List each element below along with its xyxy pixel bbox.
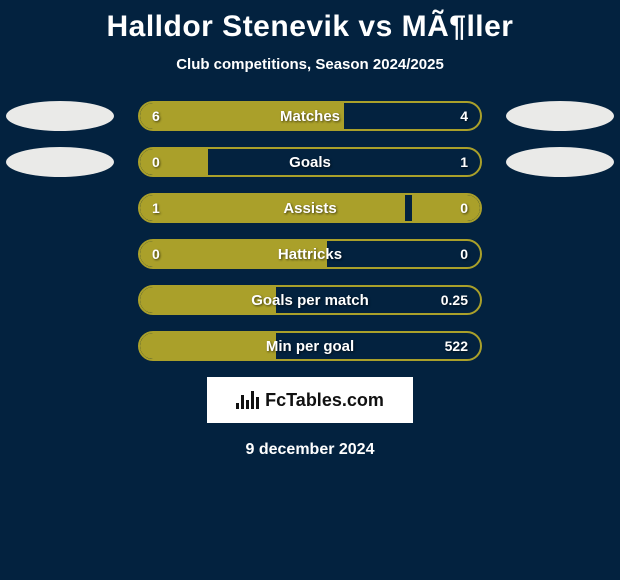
site-logo: FcTables.com xyxy=(236,390,384,411)
stat-row: 522Min per goal xyxy=(0,331,620,361)
stat-row: 00Hattricks xyxy=(0,239,620,269)
player-oval-right xyxy=(506,147,614,177)
stat-value-right: 0.25 xyxy=(441,287,468,313)
barchart-icon xyxy=(236,391,259,409)
logo-text: FcTables.com xyxy=(265,390,384,411)
player-oval-left xyxy=(6,101,114,131)
stat-row: 01Goals xyxy=(0,147,620,177)
stat-bar: 0.25Goals per match xyxy=(138,285,482,315)
stat-row: 10Assists xyxy=(0,193,620,223)
stat-value-right: 1 xyxy=(460,149,468,175)
stat-bar: 64Matches xyxy=(138,101,482,131)
stat-bar-fill-left xyxy=(140,103,344,129)
stat-value-right: 0 xyxy=(460,241,468,267)
stat-value-right: 4 xyxy=(460,103,468,129)
stat-value-right: 522 xyxy=(445,333,468,359)
date-text: 9 december 2024 xyxy=(0,441,620,459)
stat-bar: 522Min per goal xyxy=(138,331,482,361)
page-subtitle: Club competitions, Season 2024/2025 xyxy=(0,56,620,73)
stat-bar-fill-left xyxy=(140,241,327,267)
stat-bar: 01Goals xyxy=(138,147,482,177)
page-title: Halldor Stenevik vs MÃ¶ller xyxy=(0,0,620,44)
player-oval-right xyxy=(506,101,614,131)
stat-bar-fill-left xyxy=(140,195,405,221)
stat-row: 64Matches xyxy=(0,101,620,131)
stat-bar-fill-right xyxy=(412,195,480,221)
player-oval-left xyxy=(6,147,114,177)
stats-container: 64Matches 01Goals 10Assists 00Hattricks 0.25… xyxy=(0,101,620,361)
stat-bar-fill-left xyxy=(140,287,276,313)
logo-box: FcTables.com xyxy=(207,377,413,423)
stat-bar: 10Assists xyxy=(138,193,482,223)
stat-bar: 00Hattricks xyxy=(138,239,482,269)
stat-row: 0.25Goals per match xyxy=(0,285,620,315)
stat-bar-fill-left xyxy=(140,149,208,175)
stat-bar-fill-left xyxy=(140,333,276,359)
